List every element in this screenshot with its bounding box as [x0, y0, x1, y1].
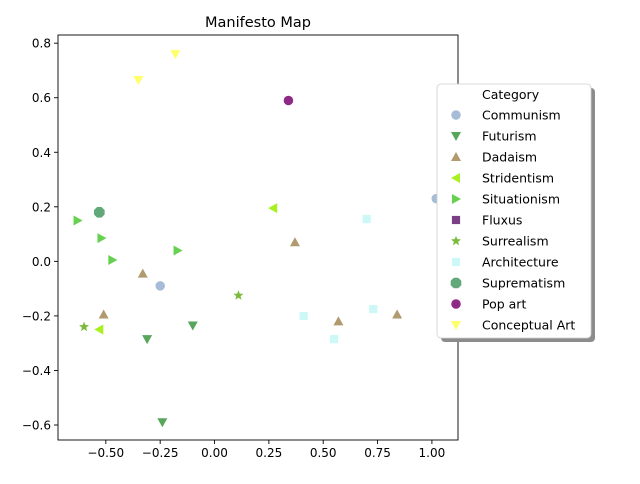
data-point-suprematism [93, 206, 105, 218]
legend-label-futurism: Futurism [482, 129, 537, 144]
axes: −0.50 −0.25 0.00 0.25 0.50 0.75 1.00 −0.6 −0.4 −0… [22, 34, 459, 460]
legend-label-stridentism: Stridentism [482, 171, 554, 186]
legend-marker-dadaism [451, 152, 461, 161]
legend-marker-pop-art [451, 299, 461, 309]
legend-label-architecture: Architecture [482, 255, 559, 270]
y-tick-label: −0.4 [22, 364, 51, 378]
data-point-situationism [108, 255, 118, 265]
data-point-architecture [299, 311, 308, 321]
x-tick-label: 0.50 [310, 446, 337, 460]
x-tick-label: −0.50 [87, 446, 124, 460]
legend-marker-communism [451, 110, 461, 120]
legend-label-situationism: Situationism [482, 192, 560, 207]
data-point-situationism [97, 233, 107, 244]
legend-label-suprematism: Suprematism [482, 276, 565, 291]
data-point-stridentism [94, 324, 104, 335]
data-point-situationism [73, 215, 83, 226]
data-point-dadaism [333, 316, 344, 326]
y-tick-label: 0.4 [32, 146, 51, 160]
legend-box [436, 83, 592, 339]
legend-label-dadaism: Dadaism [482, 150, 537, 165]
data-point-futurism [187, 321, 198, 331]
y-tick-label: −0.6 [22, 419, 51, 433]
legend-label-surrealism: Surrealism [482, 234, 549, 249]
legend-marker-stridentism [451, 173, 460, 183]
data-point-architecture [362, 214, 371, 224]
y-tick-label: 0.6 [32, 91, 51, 105]
data-point-pop-art [283, 95, 294, 106]
data-point-dadaism [137, 268, 148, 278]
data-point-dadaism [98, 309, 109, 319]
y-tick-label: 0.0 [32, 255, 51, 269]
data-point-conceptual-art [133, 76, 144, 85]
legend-label-conceptual-art: Conceptual Art [482, 318, 575, 333]
legend-marker-situationism [452, 194, 461, 204]
data-point-architecture [329, 334, 339, 344]
plot-area [73, 50, 442, 428]
data-point-communism [155, 281, 165, 291]
data-point-surrealism [233, 290, 244, 300]
legend-label-fluxus: Fluxus [482, 213, 522, 228]
data-point-futurism [157, 418, 168, 428]
legend-marker-futurism [451, 132, 461, 141]
chart-title: Manifesto Map [205, 15, 311, 31]
legend-title: Category [482, 87, 540, 102]
y-tick-label: 0.2 [32, 200, 51, 214]
y-tick-label: −0.2 [22, 309, 51, 323]
data-point-dadaism [392, 309, 403, 319]
data-point-stridentism [268, 203, 278, 214]
legend-marker-surrealism [451, 235, 461, 246]
legend-marker-suprematism [450, 277, 462, 289]
x-tick-label: 0.75 [364, 446, 391, 460]
legend-marker-architecture [451, 257, 461, 267]
legend-label-communism: Communism [482, 108, 561, 123]
data-point-conceptual-art [170, 50, 181, 60]
data-point-dadaism [289, 237, 300, 247]
legend: Category Communism Futurism Dadaism Strident… [436, 83, 595, 342]
x-tick-label: 0.25 [256, 446, 283, 460]
legend-marker-fluxus [451, 215, 461, 225]
x-tick-label: −0.25 [142, 446, 179, 460]
plot-frame [57, 34, 459, 441]
data-point-architecture [369, 304, 378, 314]
legend-label-pop-art: Pop art [482, 297, 526, 312]
x-tick-label: 1.00 [419, 446, 446, 460]
data-point-surrealism [79, 321, 90, 332]
data-point-situationism [173, 245, 183, 256]
data-point-futurism [142, 335, 153, 345]
y-tick-label: 0.8 [32, 37, 51, 51]
legend-marker-conceptual-art [451, 321, 461, 330]
x-tick-label: 0.00 [201, 446, 228, 460]
